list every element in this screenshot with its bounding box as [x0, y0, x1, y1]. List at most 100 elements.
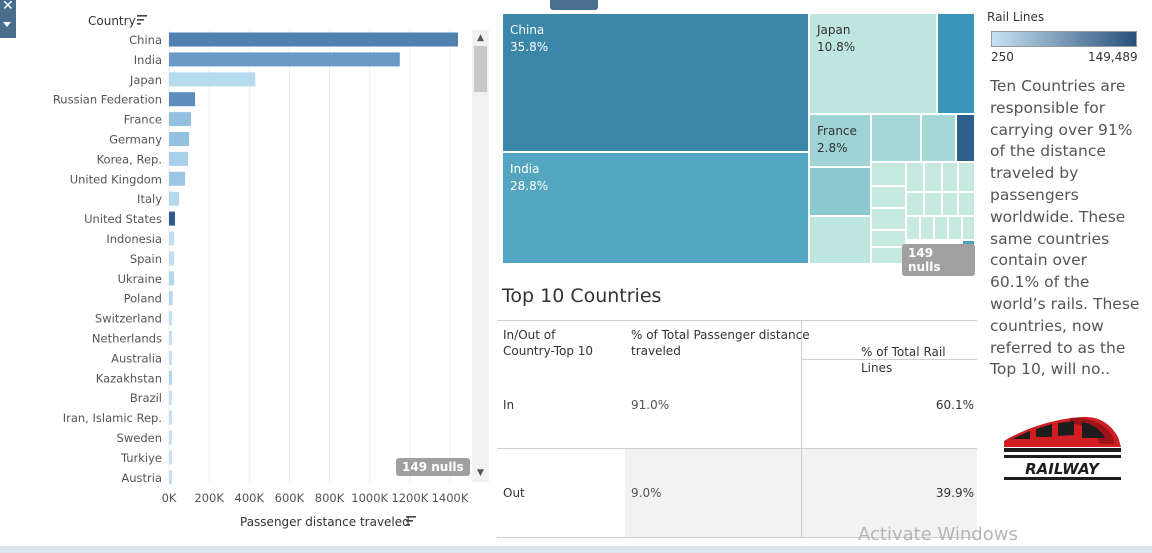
scroll-down-icon[interactable]: ▼ [477, 468, 484, 478]
treemap-tile[interactable] [906, 162, 924, 192]
treemap-tile-china[interactable]: China 35.8% [502, 13, 809, 152]
treemap-tile[interactable] [871, 162, 906, 186]
treemap-tile[interactable] [871, 208, 906, 230]
bar[interactable] [169, 211, 176, 226]
category-label[interactable]: Brazil [130, 391, 162, 405]
treemap-tile[interactable] [906, 192, 924, 216]
bar[interactable] [169, 32, 458, 47]
category-label[interactable]: India [134, 53, 162, 67]
treemap-tile-japan[interactable]: Japan 10.8% [809, 13, 937, 114]
divider [801, 320, 802, 538]
bar[interactable] [169, 132, 190, 146]
bar[interactable] [169, 191, 180, 206]
treemap-tile[interactable] [962, 216, 975, 240]
chart-header-country[interactable]: Country [88, 14, 136, 28]
category-label[interactable]: Germany [109, 133, 162, 147]
bar[interactable] [169, 430, 172, 445]
bar[interactable] [169, 92, 196, 107]
vertical-scrollbar[interactable] [472, 30, 489, 482]
category-label[interactable]: Ukraine [118, 272, 162, 286]
treemap-tile-france[interactable]: France 2.8% [809, 114, 871, 167]
treemap-tile[interactable] [924, 162, 942, 192]
category-label[interactable]: Switzerland [95, 312, 162, 326]
category-label[interactable]: Korea, Rep. [97, 152, 162, 166]
treemap-tile[interactable] [934, 216, 948, 240]
bar[interactable] [169, 171, 186, 186]
header-line: Country-Top 10 [503, 344, 594, 358]
treemap-tile[interactable] [871, 114, 921, 162]
bar[interactable] [169, 350, 172, 365]
bar[interactable] [169, 450, 172, 465]
treemap-tile[interactable] [809, 167, 871, 216]
drag-handle[interactable] [550, 0, 598, 10]
bar[interactable] [169, 112, 192, 127]
cell-rails-out[interactable]: 39.9% [935, 486, 974, 500]
bar[interactable] [169, 72, 256, 87]
treemap-tile[interactable] [906, 216, 920, 240]
worksheet-menu-control[interactable]: ✕ [0, 0, 16, 38]
category-label[interactable]: Indonesia [106, 232, 162, 246]
sort-icon[interactable] [137, 15, 147, 25]
chevron-down-icon[interactable] [3, 22, 11, 27]
category-label[interactable]: Iran, Islamic Rep. [63, 411, 162, 425]
category-label[interactable]: Russian Federation [53, 93, 162, 107]
treemap-tile[interactable] [942, 162, 958, 192]
bar[interactable] [169, 470, 172, 485]
bar[interactable] [169, 251, 175, 266]
column-header-passenger[interactable]: % of Total Passenger distance traveled [631, 327, 810, 359]
bar[interactable] [169, 390, 172, 405]
treemap-tile[interactable] [958, 192, 975, 216]
treemap-tile[interactable] [956, 114, 975, 162]
cell-rails-in[interactable]: 60.1% [935, 398, 974, 412]
cell-passenger-in[interactable]: 91.0% [631, 398, 670, 412]
treemap-tile[interactable] [948, 216, 962, 240]
treemap-tile[interactable] [942, 192, 958, 216]
x-tick-label: 1200K [391, 491, 428, 505]
category-label[interactable]: France [124, 113, 162, 127]
x-tick-label: 1400K [432, 491, 469, 505]
treemap-tile[interactable] [937, 13, 975, 114]
category-label[interactable]: United Kingdom [70, 172, 162, 186]
treemap-tile[interactable] [958, 162, 975, 192]
category-label[interactable]: Australia [111, 351, 162, 365]
category-label[interactable]: Kazakhstan [96, 371, 162, 385]
bar[interactable] [169, 331, 172, 345]
x-tick-label: 200K [194, 491, 224, 505]
treemap-tile[interactable] [924, 192, 942, 216]
nulls-badge[interactable]: 149 nulls [902, 244, 975, 276]
bar[interactable] [169, 370, 172, 385]
bar[interactable] [169, 151, 189, 166]
treemap-tile[interactable] [809, 216, 871, 264]
bar[interactable] [169, 231, 175, 246]
treemap-tile[interactable] [871, 186, 906, 208]
category-label[interactable]: Turkiye [120, 451, 162, 465]
cell-passenger-out[interactable]: 9.0% [631, 486, 662, 500]
category-label[interactable]: Austria [121, 471, 162, 485]
bar[interactable] [169, 52, 400, 67]
sort-icon[interactable] [406, 516, 416, 526]
bar[interactable] [169, 311, 173, 326]
close-icon[interactable]: ✕ [2, 0, 14, 14]
row-label-out: Out [503, 486, 525, 500]
category-label[interactable]: Japan [129, 73, 162, 87]
treemap-tile[interactable] [871, 230, 906, 247]
scroll-up-icon[interactable]: ▲ [477, 33, 484, 43]
category-label[interactable]: Spain [130, 252, 162, 266]
category-label[interactable]: United States [84, 212, 162, 226]
treemap-tile-india[interactable]: India 28.8% [502, 152, 809, 264]
category-label[interactable]: Italy [137, 192, 162, 206]
bar[interactable] [169, 410, 172, 425]
category-label[interactable]: Netherlands [92, 332, 162, 346]
scrollbar-thumb[interactable] [474, 46, 487, 92]
nulls-badge[interactable]: 149 nulls [396, 458, 470, 476]
category-label[interactable]: Poland [124, 292, 162, 306]
category-label[interactable]: Sweden [117, 431, 162, 445]
column-header-in-out[interactable]: In/Out of Country-Top 10 [503, 327, 593, 359]
category-label[interactable]: China [129, 33, 162, 47]
bar[interactable] [169, 291, 173, 306]
treemap-tile[interactable] [871, 247, 906, 264]
treemap-tile[interactable] [921, 114, 956, 162]
column-header-rail-lines[interactable]: % of Total Rail Lines [861, 345, 946, 375]
bar[interactable] [169, 271, 175, 286]
treemap-tile[interactable] [920, 216, 934, 240]
